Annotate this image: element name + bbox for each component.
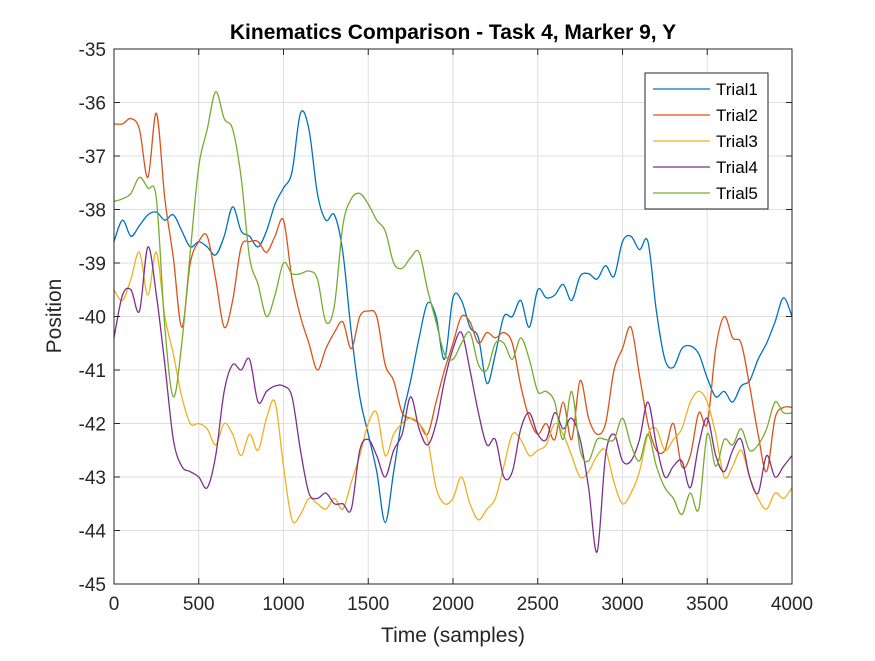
y-axis-label: Position	[43, 279, 66, 354]
y-tick-label: -38	[79, 201, 106, 222]
series-line-trial3	[113, 251, 793, 524]
series-line-trial5	[113, 91, 793, 516]
legend: Trial1 Trial2 Trial3 Trial4 Trial5	[644, 72, 769, 210]
y-ticks: -35 -36 -37 -38 -39 -40 -41 -42 -43 -44 -45	[79, 40, 792, 596]
series-group	[113, 91, 793, 553]
legend-label: Trial2	[716, 106, 758, 125]
legend-label: Trial5	[716, 184, 758, 203]
legend-label: Trial1	[716, 80, 758, 99]
x-tick-label: 2500	[517, 594, 559, 615]
series-line-trial2	[113, 112, 793, 473]
legend-label: Trial3	[716, 132, 758, 151]
y-tick-label: -42	[79, 415, 106, 436]
series-line-trial1	[113, 110, 793, 524]
x-tick-label: 3500	[686, 594, 728, 615]
y-tick-label: -39	[79, 254, 106, 275]
x-tick-label: 2000	[432, 594, 474, 615]
y-tick-label: -40	[79, 308, 106, 329]
y-tick-label: -37	[79, 147, 106, 168]
x-tick-label: 500	[183, 594, 215, 615]
x-ticks: 0 500 1000 1500 2000 2500 3000 3500 4000	[109, 49, 813, 615]
x-axis-label: Time (samples)	[381, 624, 525, 647]
x-tick-label: 3000	[601, 594, 643, 615]
y-tick-label: -44	[79, 522, 107, 543]
y-tick-label: -43	[79, 468, 106, 489]
chart-title: Kinematics Comparison - Task 4, Marker 9…	[230, 21, 676, 44]
y-tick-label: -36	[79, 94, 106, 115]
legend-label: Trial4	[716, 158, 758, 177]
y-tick-label: -41	[79, 361, 106, 382]
y-tick-label: -45	[79, 575, 106, 596]
series-line-trial4	[113, 246, 793, 553]
x-tick-label: 1000	[262, 594, 304, 615]
x-tick-label: 0	[109, 594, 120, 615]
x-tick-label: 4000	[771, 594, 813, 615]
x-tick-label: 1500	[347, 594, 389, 615]
y-tick-label: -35	[79, 40, 106, 61]
